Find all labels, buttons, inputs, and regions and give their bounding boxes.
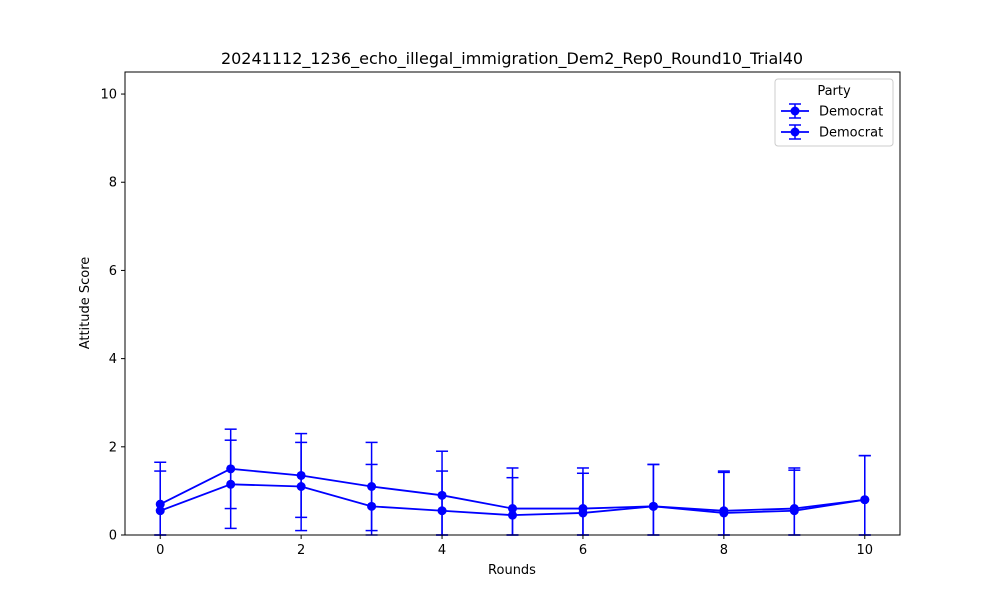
data-point (719, 508, 729, 518)
x-tick-label: 4 (438, 543, 446, 558)
legend: Party Democrat Democrat (774, 78, 894, 147)
data-point (367, 501, 377, 511)
y-axis-label: Attitude Score (78, 257, 93, 350)
chart-title: 20241112_1236_echo_illegal_immigration_D… (221, 49, 803, 69)
y-tick-label: 6 (109, 264, 117, 279)
data-point (155, 506, 165, 516)
legend-box (774, 78, 894, 147)
data-point (226, 479, 236, 489)
plot-frame (124, 71, 901, 536)
data-point (648, 501, 658, 511)
y-tick-label: 0 (109, 529, 117, 544)
y-tick-label: 4 (109, 352, 117, 367)
y-tick-label: 10 (100, 88, 117, 103)
legend-title: Party (817, 84, 851, 99)
legend-label: Democrat (819, 126, 883, 141)
x-tick-label: 2 (297, 543, 305, 558)
data-point (296, 481, 306, 491)
x-tick-label: 6 (579, 543, 587, 558)
data-point (508, 510, 517, 520)
plot-area: 0 2 4 6 8 10 0 2 4 6 8 10 (100, 71, 901, 558)
legend-marker (790, 127, 800, 137)
x-axis-label: Rounds (488, 563, 536, 578)
x-tick-label: 8 (720, 543, 728, 558)
x-tick-label: 10 (856, 543, 873, 558)
data-point (789, 506, 799, 516)
legend-marker (790, 106, 800, 116)
data-point (860, 495, 870, 505)
legend-label: Democrat (819, 105, 883, 120)
y-tick-label: 8 (109, 176, 117, 191)
y-tick-label: 2 (109, 440, 117, 455)
data-point (437, 506, 447, 516)
data-point (578, 508, 588, 518)
x-tick-label: 0 (156, 543, 164, 558)
